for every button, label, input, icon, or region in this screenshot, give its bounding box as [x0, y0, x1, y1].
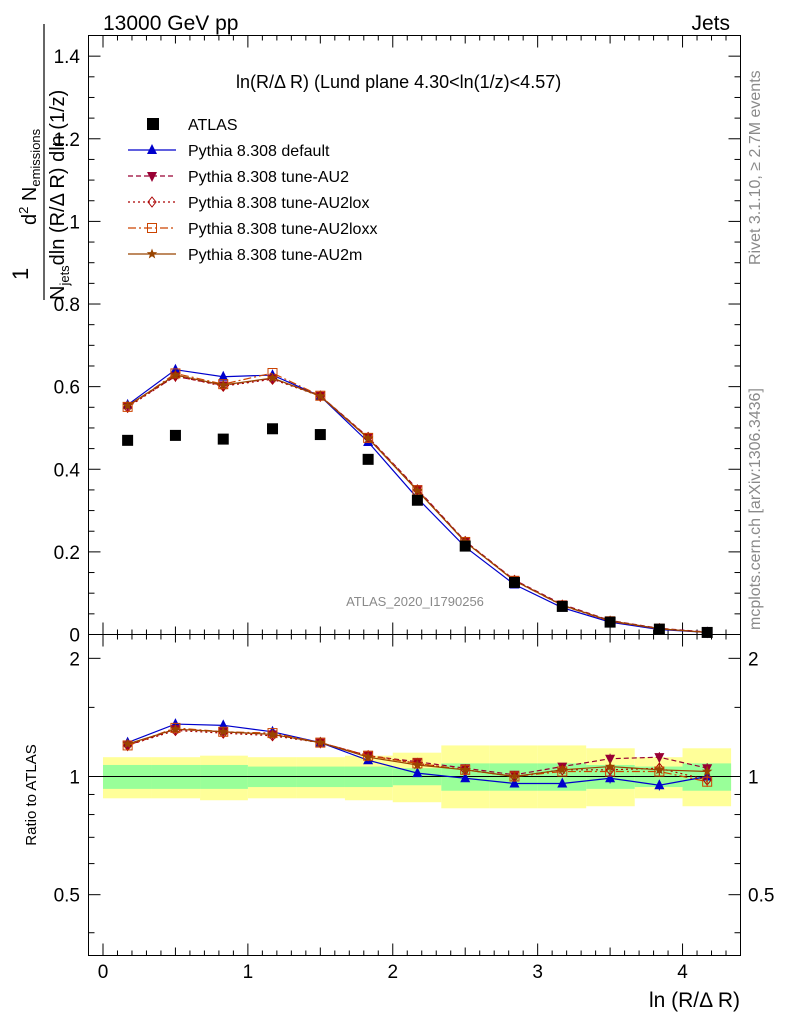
atlas-data-point — [169, 429, 181, 441]
main-point-series-4 — [362, 432, 374, 443]
ratio-point-series-4 — [122, 738, 133, 749]
y-main-tick-label-0.2: 0.2 — [54, 543, 80, 564]
atlas-data-point — [653, 623, 665, 635]
atlas-data-point — [362, 453, 374, 465]
ratio-point-series-1 — [654, 753, 665, 764]
ratio-point-series-0 — [557, 777, 568, 788]
x-axis-label: ln (R/Δ R) — [649, 989, 740, 1012]
main-series-layer — [122, 363, 713, 639]
plot-title: ln(R/Δ R) (Lund plane 4.30<ln(1/z)<4.57) — [236, 72, 561, 92]
y-ratio-tick-label-0.5: 0.5 — [54, 886, 80, 907]
main-point-series-4 — [122, 400, 133, 411]
atlas-data-point — [122, 434, 134, 446]
main-point-series-4 — [412, 485, 423, 496]
main-point-series-4 — [170, 369, 181, 380]
legend-label-series-3: Pythia 8.308 tune-AU2loxx — [188, 221, 377, 238]
main-point-series-0 — [218, 370, 229, 381]
y-main-tick-label-0: 0 — [69, 626, 80, 647]
atlas-data-point — [267, 423, 279, 435]
ratio-point-series-4 — [218, 726, 229, 737]
y-main-tick-label-0.4: 0.4 — [54, 460, 81, 481]
y-main-tick-label-1.2: 1.2 — [54, 130, 80, 151]
y-ratio-tick-label-1: 1 — [69, 768, 80, 789]
legend: ATLAS Pythia 8.308 default Pythia 8.308 t… — [128, 117, 377, 264]
ratio-point-series-0 — [654, 779, 665, 790]
ratio-point-series-0 — [412, 767, 423, 778]
ratio-point-series-0 — [605, 772, 616, 783]
legend-marker-series-0 — [147, 144, 157, 154]
header-energy-label: 13000 GeV pp — [103, 12, 238, 35]
legend-marker-series-1 — [147, 172, 157, 182]
legend-marker-series-2 — [147, 196, 157, 208]
y-main-tick-label-0.6: 0.6 — [54, 378, 80, 399]
y-main-tick-label-1: 1 — [69, 212, 80, 233]
legend-label-series-4: Pythia 8.308 tune-AU2m — [188, 247, 362, 264]
ratio-point-series-4 — [170, 723, 181, 734]
atlas-data-point — [314, 429, 326, 441]
y-main-tick-label-1.4: 1.4 — [54, 47, 81, 68]
ratio-point-series-0 — [460, 772, 471, 783]
legend-label-atlas: ATLAS — [188, 117, 238, 134]
legend-atlas-marker — [147, 118, 159, 130]
y-ratio-tick-label-right-1: 1 — [748, 768, 759, 789]
ratio-y-axis-label: Ratio to ATLAS — [23, 744, 40, 845]
ratio-point-series-4 — [701, 765, 713, 776]
ratio-series-layer — [122, 718, 713, 791]
y-ratio-tick-label-2: 2 — [69, 649, 80, 670]
atlas-data-point — [411, 494, 423, 506]
atlas-data-point — [217, 433, 229, 445]
ratio-point-series-4 — [315, 737, 326, 748]
ratio-point-series-4 — [267, 728, 278, 739]
x-tick-label-4: 4 — [677, 962, 688, 983]
x-tick-label-1: 1 — [243, 962, 254, 983]
main-point-series-4 — [218, 379, 229, 390]
main-point-series-4 — [315, 390, 326, 401]
ratio-plot-frame — [88, 634, 741, 956]
main-y-axis-label: 1 d2 Nemissions Njetsdln (R/Δ R) dln (1/… — [8, 24, 72, 300]
ratio-point-series-4 — [362, 751, 374, 762]
x-tick-label-3: 3 — [532, 962, 543, 983]
legend-label-series-0: Pythia 8.308 default — [188, 143, 330, 160]
y-label-numerator: d2 Nemissions — [16, 128, 43, 225]
ratio-point-series-4 — [654, 764, 665, 775]
y-ratio-tick-label-right-2: 2 — [748, 649, 759, 670]
analysis-id-label: ATLAS_2020_I1790256 — [346, 594, 484, 609]
ratio-point-series-0 — [509, 777, 520, 788]
atlas-data-point — [459, 540, 471, 552]
axes-ticks: 0 1 2 3 4 0 0.2 0.4 0.6 0.8 1 1.2 1.4 0.5 0.5 1 1 2 2 — [54, 35, 774, 983]
ratio-point-series-4 — [459, 764, 471, 775]
rivet-label: Rivet 3.1.10, ≥ 2.7M events — [747, 70, 764, 265]
main-point-series-4 — [267, 372, 278, 383]
atlas-data-point — [604, 616, 616, 628]
legend-label-series-1: Pythia 8.308 tune-AU2 — [188, 169, 349, 186]
x-tick-label-0: 0 — [98, 962, 109, 983]
ratio-point-series-4 — [412, 759, 423, 770]
ratio-point-series-4 — [509, 771, 520, 781]
ratio-point-series-4 — [557, 764, 568, 775]
y-ratio-tick-label-right-0.5: 0.5 — [748, 886, 774, 907]
atlas-data-point — [556, 600, 568, 612]
y-label-denominator: Njetsdln (R/Δ R) dln (1/z) — [47, 90, 72, 300]
legend-marker-series-4 — [146, 248, 158, 259]
ratio-point-series-3 — [702, 776, 713, 787]
atlas-data-point — [701, 626, 713, 638]
main-plot-frame — [88, 35, 741, 635]
ratio-point-series-1 — [605, 754, 616, 765]
legend-label-series-2: Pythia 8.308 tune-AU2lox — [188, 195, 369, 212]
mcplots-label: mcplots.cern.ch [arXiv:1306.3436] — [747, 388, 764, 630]
x-tick-label-2: 2 — [387, 962, 398, 983]
y-label-one: 1 — [8, 268, 33, 280]
legend-marker-series-3 — [147, 223, 157, 233]
y-main-tick-label-0.8: 0.8 — [54, 295, 80, 316]
ratio-point-series-4 — [604, 761, 616, 772]
header-process-label: Jets — [691, 12, 730, 35]
atlas-data-point — [508, 576, 520, 588]
